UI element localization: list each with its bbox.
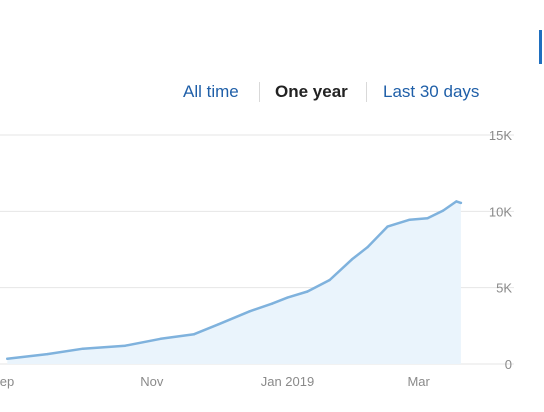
data-point (124, 344, 127, 347)
tab-separator (366, 82, 367, 102)
data-point (81, 347, 85, 350)
data-point (159, 337, 162, 340)
data-point (46, 352, 49, 356)
tab-separator (259, 82, 260, 102)
data-point (217, 323, 220, 326)
data-point (270, 302, 274, 305)
data-point (408, 218, 411, 221)
y-tick-label: 15K (489, 128, 512, 143)
data-point (6, 357, 9, 360)
x-tick-label: Jan 2019 (261, 374, 315, 389)
data-point (426, 217, 429, 220)
tab-one-year[interactable]: One year (275, 82, 348, 101)
edge-accent-bar (539, 30, 542, 64)
data-point (286, 296, 289, 299)
data-point (328, 278, 331, 282)
data-point (306, 290, 309, 293)
x-tick-label: Nov (140, 374, 164, 389)
range-selector: All time One year Last 30 days (0, 80, 544, 104)
data-point (459, 201, 463, 205)
data-point (441, 209, 445, 212)
data-point (455, 200, 458, 203)
data-point (386, 225, 389, 228)
data-point (350, 258, 354, 261)
series-area (7, 201, 461, 364)
tab-all-time[interactable]: All time (183, 82, 239, 101)
y-tick-label: 0 (505, 357, 512, 372)
data-point (366, 246, 369, 249)
x-tick-label: ep (0, 374, 14, 389)
data-point (248, 310, 251, 313)
y-tick-label: 10K (489, 204, 512, 219)
data-point (192, 333, 196, 336)
y-tick-label: 5K (496, 281, 512, 296)
series-line (6, 200, 463, 360)
tab-last-30-days[interactable]: Last 30 days (383, 82, 480, 101)
x-tick-label: Mar (407, 374, 430, 389)
